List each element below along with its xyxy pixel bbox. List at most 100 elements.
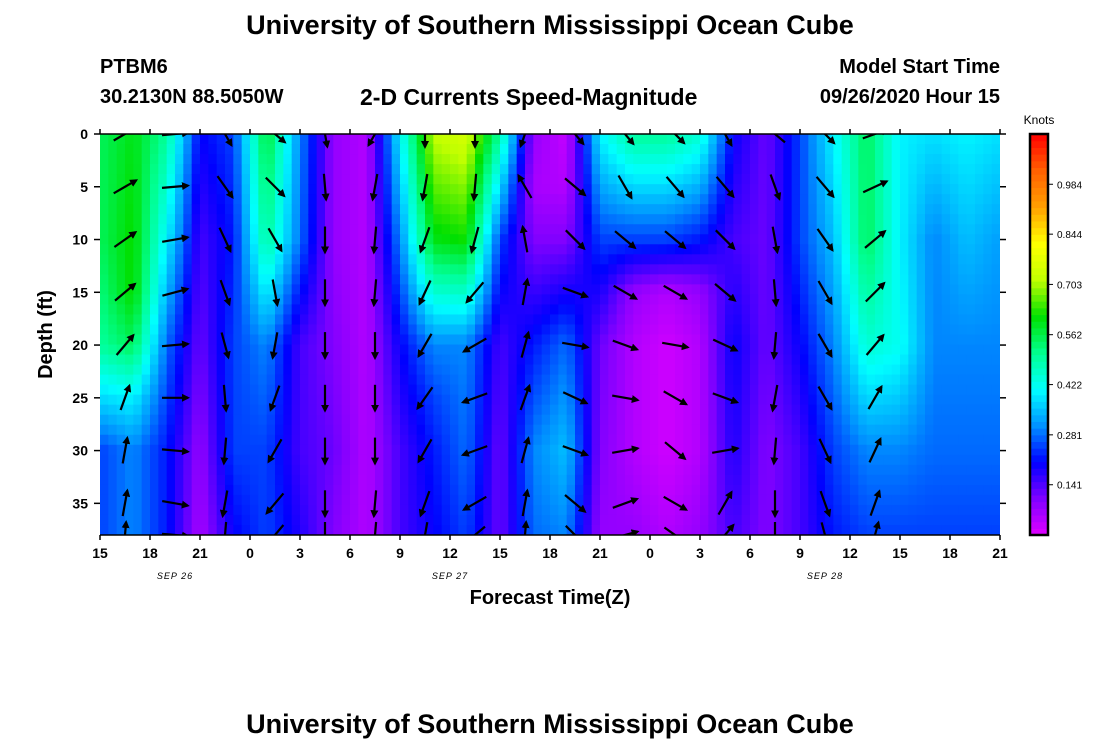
heatmap-cell (658, 484, 668, 496)
y-tick-label: 10 (72, 232, 88, 248)
heatmap-cell (808, 324, 818, 336)
heatmap-cell (916, 244, 926, 255)
heatmap-cell (666, 334, 676, 346)
heatmap-cell (233, 364, 243, 376)
heatmap-cell (866, 424, 876, 436)
heatmap-cell (283, 174, 293, 185)
heatmap-cell (450, 524, 459, 535)
heatmap-cell (933, 324, 943, 336)
heatmap-cell (308, 134, 318, 145)
heatmap-cell (691, 464, 701, 476)
heatmap-cell (941, 294, 951, 306)
heatmap-cell (675, 414, 684, 426)
heatmap-cell (400, 414, 409, 426)
heatmap-cell (983, 344, 993, 356)
heatmap-cell (166, 144, 176, 155)
heatmap-cell (741, 184, 751, 195)
heatmap-cell (150, 434, 159, 446)
heatmap-cell (408, 414, 418, 426)
heatmap-cell (841, 474, 851, 486)
heatmap-cell (633, 264, 643, 275)
heatmap-cell (241, 294, 251, 306)
heatmap-cell (383, 394, 393, 406)
heatmap-cell (975, 274, 984, 285)
heatmap-cell (975, 394, 984, 406)
heatmap-cell (358, 434, 368, 446)
heatmap-cell (800, 144, 809, 155)
heatmap-cell (366, 444, 376, 456)
heatmap-cell (700, 204, 709, 215)
heatmap-cell (133, 434, 143, 446)
heatmap-cell (216, 194, 226, 205)
heatmap-cell (533, 164, 543, 175)
heatmap-cell (350, 324, 359, 336)
heatmap-cell (625, 474, 634, 486)
heatmap-cell (358, 454, 368, 466)
heatmap-cell (241, 194, 251, 205)
heatmap-cell (375, 304, 384, 316)
heatmap-cell (491, 394, 501, 406)
heatmap-cell (858, 464, 868, 476)
heatmap-cell (541, 284, 551, 295)
heatmap-cell (741, 334, 751, 346)
heatmap-cell (825, 374, 834, 386)
heatmap-cell (450, 184, 459, 195)
current-vector (113, 179, 139, 195)
heatmap-cell (583, 434, 593, 446)
heatmap-cell (300, 434, 309, 446)
heatmap-cell (141, 204, 151, 215)
heatmap-cell (983, 354, 993, 366)
heatmap-cell (483, 404, 493, 416)
heatmap-cell (683, 204, 693, 215)
heatmap-cell (308, 504, 318, 516)
heatmap-cell (808, 234, 818, 245)
heatmap-cell (100, 174, 109, 185)
heatmap-cell (925, 514, 934, 526)
heatmap-cell (125, 494, 134, 506)
heatmap-cell (941, 474, 951, 486)
colorbar-segment (1030, 227, 1048, 235)
current-vector (418, 280, 432, 306)
heatmap-cell (358, 234, 368, 245)
heatmap-cell (100, 354, 109, 366)
heatmap-cell (483, 174, 493, 185)
heatmap-cell (641, 194, 651, 205)
heatmap-cell (758, 444, 768, 456)
heatmap-cell (425, 174, 434, 185)
heatmap-cell (116, 224, 126, 235)
heatmap-cell (458, 464, 468, 476)
heatmap-cell (600, 264, 609, 275)
heatmap-cell (666, 364, 676, 376)
heatmap-cell (108, 524, 118, 535)
heatmap-cell (758, 304, 768, 316)
heatmap-cell (758, 394, 768, 406)
heatmap-cell (941, 274, 951, 285)
heatmap-cell (700, 184, 709, 195)
heatmap-cell (408, 424, 418, 436)
heatmap-cell (883, 224, 893, 235)
heatmap-cell (375, 494, 384, 506)
heatmap-cell (208, 334, 218, 346)
heatmap-cell (475, 164, 484, 175)
heatmap-cell (241, 484, 251, 496)
heatmap-cell (641, 354, 651, 366)
heatmap-cell (191, 464, 201, 476)
heatmap-cell (616, 384, 626, 396)
heatmap-cell (783, 384, 793, 396)
heatmap-cell (525, 304, 534, 316)
heatmap-cell (141, 444, 151, 456)
heatmap-cell (775, 234, 784, 245)
heatmap-cell (425, 354, 434, 366)
heatmap-cell (683, 404, 693, 416)
heatmap-cell (366, 434, 376, 446)
heatmap-cell (816, 204, 826, 215)
heatmap-cell (633, 334, 643, 346)
heatmap-cell (216, 494, 226, 506)
heatmap-cell (616, 404, 626, 416)
heatmap-cell (558, 324, 568, 336)
heatmap-cell (400, 424, 409, 436)
heatmap-cell (516, 424, 526, 436)
heatmap-cell (616, 154, 626, 165)
heatmap-cell (425, 494, 434, 506)
heatmap-cell (750, 454, 759, 466)
